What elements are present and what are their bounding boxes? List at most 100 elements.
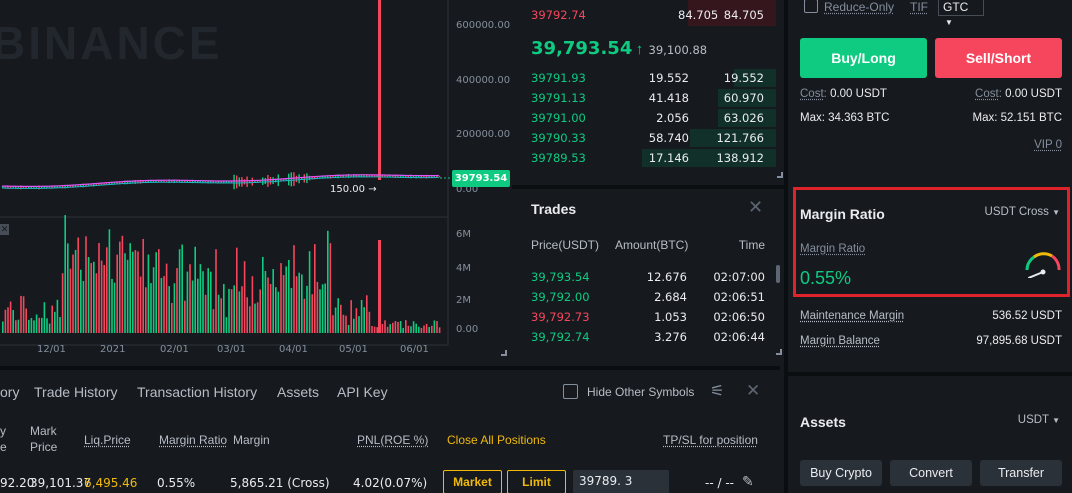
tab-assets[interactable]: Assets — [277, 384, 320, 400]
volume-bar — [334, 307, 337, 333]
edit-tpsl-icon[interactable]: ✎ — [742, 473, 754, 489]
volume-bar — [163, 276, 165, 333]
volume-bar — [158, 249, 160, 333]
volume-bar — [173, 283, 176, 333]
close-positions-icon[interactable]: ✕ — [746, 381, 761, 400]
reduce-only-checkbox[interactable] — [804, 0, 818, 13]
price-candle — [293, 172, 295, 186]
price-candle — [139, 179, 142, 184]
volume-bar — [386, 326, 389, 333]
price-candle — [56, 185, 58, 189]
volume-axis-label: 6M — [456, 229, 471, 240]
price-candle — [17, 186, 19, 189]
bid-price: 39789.53 — [531, 151, 586, 165]
close-limit-button[interactable]: Limit — [507, 470, 566, 493]
bid-row[interactable]: 39789.53 17.146 138.912 — [512, 147, 784, 167]
price-candle — [35, 186, 38, 189]
price-candle — [264, 178, 266, 185]
sell-short-button[interactable]: Sell/Short — [935, 38, 1062, 78]
hide-other-label[interactable]: Hide Other Symbols — [587, 385, 695, 399]
assets-currency-select[interactable]: USDT ▼ — [1018, 414, 1060, 426]
volume-bar — [147, 254, 150, 333]
resize-handle-icon[interactable] — [501, 350, 507, 356]
price-candle — [93, 182, 95, 187]
close-all-positions-link[interactable]: Close All Positions — [447, 433, 546, 447]
price-candle — [116, 182, 118, 184]
tif-select[interactable]: GTC ▼ — [938, 0, 984, 27]
time-axis-label: 06/01 — [400, 344, 429, 355]
caret-down-icon: ▼ — [945, 18, 953, 27]
bid-row[interactable]: 39791.00 2.056 63.026 — [512, 107, 784, 127]
header-tpsl: TP/SL for position — [663, 433, 758, 447]
price-candle — [319, 176, 321, 178]
reduce-only-label[interactable]: Reduce-Only — [824, 0, 895, 14]
volume-bar — [46, 318, 48, 333]
close-volume-icon[interactable]: ✕ — [0, 224, 9, 235]
margin-gauge-icon — [1025, 252, 1061, 278]
price-candle — [158, 180, 160, 183]
volume-bar — [100, 260, 103, 333]
ask-row[interactable]: 39792.74 84.705 84.705 — [512, 4, 784, 24]
volume-bar — [145, 287, 147, 333]
price-candle — [61, 185, 64, 189]
price-candle — [438, 175, 441, 178]
caret-down-icon: ▼ — [1052, 208, 1060, 217]
orderbook-scrollbar[interactable] — [777, 172, 783, 178]
volume-bar — [428, 327, 430, 333]
price-candle — [436, 175, 438, 178]
price-candle — [334, 174, 337, 179]
volume-bar — [150, 283, 152, 333]
volume-bar — [139, 276, 142, 333]
margin-balance-value: 97,895.68 USDT — [976, 335, 1062, 347]
margin-mode-select[interactable]: USDT Cross ▼ — [985, 206, 1060, 218]
volume-bar — [340, 304, 342, 333]
close-price-input[interactable]: 39789. 3 — [573, 470, 669, 493]
convert-button[interactable]: Convert — [890, 460, 972, 486]
last-price-row[interactable]: 39,793.54 ↑ 39,100.88 — [531, 38, 781, 62]
price-candle — [230, 180, 233, 184]
volume-bar — [48, 323, 51, 333]
bid-row[interactable]: 39790.33 58.740 121.766 — [512, 127, 784, 147]
price-candle — [269, 177, 272, 185]
margin-title: Margin Ratio — [800, 206, 885, 222]
trade-row: 39,792.00 2.684 02:06:51 — [512, 287, 784, 307]
bid-total: 60.970 — [723, 91, 764, 105]
bid-total: 63.026 — [723, 111, 764, 125]
bid-row[interactable]: 39791.93 19.552 19.552 — [512, 67, 784, 87]
price-candle — [100, 183, 103, 185]
orderbook: 39792.74 84.705 84.705 39,793.54 ↑ 39,10… — [512, 0, 784, 183]
volume-bar — [25, 308, 27, 333]
candlestick-chart[interactable] — [0, 0, 512, 362]
volume-bar — [373, 326, 376, 333]
cost-label: Cost — [800, 88, 824, 100]
price-candle — [15, 185, 17, 189]
price-candle — [20, 185, 22, 190]
bid-row[interactable]: 39791.13 41.418 60.970 — [512, 87, 784, 107]
price-axis-label: 600000.00 — [456, 20, 511, 31]
transfer-button[interactable]: Transfer — [980, 460, 1062, 486]
filter-settings-icon[interactable]: ⚟ — [710, 383, 725, 400]
resize-handle-icon[interactable] — [776, 349, 782, 355]
close-market-button[interactable]: Market — [443, 470, 502, 493]
close-trades-icon[interactable]: ✕ — [748, 197, 764, 217]
buy-long-button[interactable]: Buy/Long — [800, 38, 927, 78]
hide-other-checkbox[interactable] — [563, 384, 578, 399]
volume-bar — [241, 286, 243, 333]
volume-bar — [77, 237, 79, 333]
trades-scrollbar[interactable] — [776, 265, 780, 283]
tab-transaction-history[interactable]: Transaction History — [137, 384, 258, 400]
volume-bar — [329, 243, 332, 333]
price-candle — [329, 174, 331, 179]
tab-trade-history[interactable]: Trade History — [34, 384, 118, 400]
buy-crypto-button[interactable]: Buy Crypto — [800, 460, 882, 486]
header-entry-price-b: e — [0, 440, 7, 454]
bid-depth-bar — [718, 89, 776, 107]
tab-api-key[interactable]: API Key — [337, 384, 388, 400]
vip-level[interactable]: VIP 0 — [1034, 139, 1062, 151]
price-candle — [80, 184, 82, 188]
price-candle — [355, 174, 357, 178]
volume-bar — [165, 263, 168, 333]
tab-order-history[interactable]: ory — [0, 384, 20, 400]
price-candle — [155, 179, 157, 183]
chart-panel[interactable]: BINANCE 600000.00 400000.00 200000.00 0.… — [0, 0, 512, 362]
